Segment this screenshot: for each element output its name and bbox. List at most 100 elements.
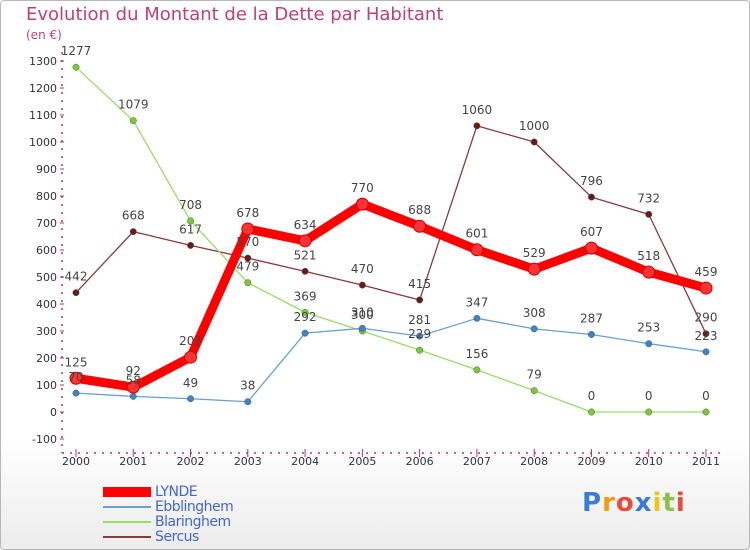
x-tick-label: 2005 [348, 455, 376, 468]
data-point [642, 265, 656, 279]
data-label: 281 [408, 313, 431, 327]
data-label: 223 [695, 329, 718, 343]
y-tick-label: 1000 [29, 136, 57, 149]
data-point [702, 348, 710, 356]
x-tick-label: 2002 [177, 455, 205, 468]
series-sercus [72, 122, 710, 338]
data-point [702, 330, 710, 338]
x-tick-label: 2004 [291, 455, 319, 468]
data-label: 0 [702, 389, 710, 403]
data-point [355, 197, 369, 211]
data-point [416, 332, 424, 340]
legend-label: Blaringhem [155, 514, 231, 530]
data-point [129, 392, 137, 400]
data-label: 310 [351, 305, 374, 319]
y-tick-label: 1300 [29, 55, 57, 68]
data-point [301, 308, 309, 316]
data-label: 634 [294, 218, 317, 232]
data-label: 470 [351, 262, 374, 276]
data-label: 607 [580, 225, 603, 239]
data-label: 529 [523, 246, 546, 260]
data-point [244, 398, 252, 406]
data-label: 290 [695, 311, 718, 325]
data-label: 796 [580, 174, 603, 188]
data-point [244, 279, 252, 287]
data-point [301, 267, 309, 275]
logo-letter: i [652, 488, 663, 518]
series-line-lynde [71, 199, 711, 392]
data-label: 1277 [61, 44, 92, 58]
data-label: 347 [465, 295, 488, 309]
y-tick-label: 1100 [29, 109, 57, 122]
data-label: 70 [68, 370, 83, 384]
data-point [72, 289, 80, 297]
data-label: 125 [65, 355, 88, 369]
data-point [187, 395, 194, 403]
data-point [699, 281, 713, 295]
data-label: 1060 [462, 103, 493, 117]
y-tick-label: 800 [36, 190, 57, 203]
data-point [584, 241, 598, 255]
data-label: 58 [126, 373, 141, 387]
x-tick-label: 2007 [463, 455, 491, 468]
data-label: 479 [236, 260, 259, 274]
y-tick-label: 200 [36, 352, 57, 365]
data-point [645, 408, 653, 416]
data-label: 0 [588, 389, 596, 403]
data-label: 92 [126, 364, 141, 378]
data-label: 300 [351, 308, 374, 322]
data-point [530, 387, 538, 395]
data-label: 369 [294, 289, 317, 303]
y-tick-label: 1200 [29, 82, 57, 95]
data-label: 570 [236, 235, 259, 249]
logo-letter: i [675, 488, 686, 518]
data-point [588, 193, 595, 201]
data-point [129, 117, 137, 125]
data-point [72, 63, 80, 71]
data-label: 0 [645, 389, 653, 403]
data-point [473, 314, 481, 322]
series-ebblinghem [72, 314, 710, 406]
data-label: 688 [408, 203, 431, 217]
plot-area [62, 52, 722, 453]
data-point [244, 254, 252, 262]
legend-swatch [103, 536, 151, 538]
data-point [416, 296, 424, 304]
series-layer [69, 63, 713, 416]
data-label: 601 [465, 227, 488, 241]
y-tick-label: 600 [36, 244, 57, 257]
data-label: 292 [294, 310, 317, 324]
logo-letter: t [662, 488, 676, 518]
data-label: 38 [240, 379, 255, 393]
data-label: 415 [408, 277, 431, 291]
series-line-blaringhem [75, 66, 707, 413]
data-point [358, 324, 366, 332]
data-point [588, 331, 595, 338]
legend-item-blaringhem: Blaringhem [103, 514, 231, 530]
data-point [126, 380, 140, 394]
unit-label: (en €) [26, 28, 62, 42]
y-tick-label: 700 [36, 217, 57, 230]
logo-letter: o [615, 488, 635, 518]
data-point [416, 346, 424, 354]
data-point [301, 329, 309, 337]
y-tick-label: 500 [36, 271, 57, 284]
data-label: 287 [580, 312, 603, 326]
data-label: 708 [179, 198, 202, 212]
y-tick-label: 900 [36, 163, 57, 176]
series-line-ebblinghem [75, 317, 707, 403]
x-tick-label: 2008 [520, 455, 548, 468]
data-point [470, 243, 484, 257]
legend-item-sercus: Sercus [103, 529, 199, 545]
legend-swatch [103, 521, 151, 523]
chart-title: Evolution du Montant de la Dette par Hab… [26, 4, 444, 25]
data-point [473, 122, 481, 130]
data-point [358, 281, 366, 289]
x-tick-label: 2000 [62, 455, 90, 468]
data-point [72, 389, 80, 397]
data-label: 253 [637, 321, 660, 335]
logo-letter: r [602, 488, 616, 518]
data-point [702, 408, 710, 416]
legend-item-lynde: LYNDE [103, 484, 198, 500]
